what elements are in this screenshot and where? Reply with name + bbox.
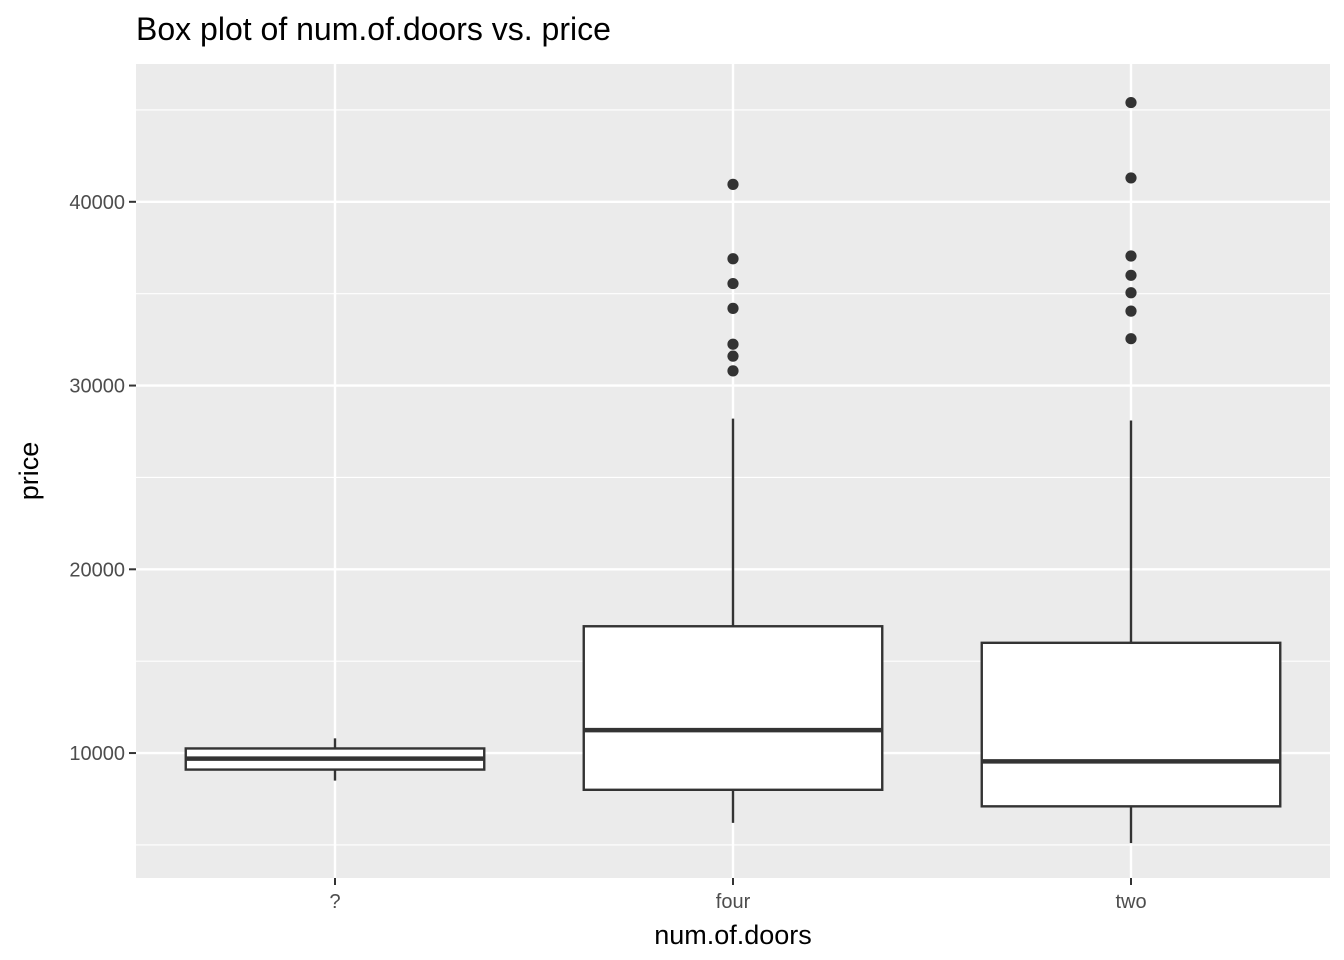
boxes-layer [184, 96, 1282, 844]
y-tick-label: 40000 [69, 192, 125, 214]
outlier-point [727, 365, 739, 377]
y-tick-label: 20000 [69, 559, 125, 581]
outlier-point [727, 253, 739, 265]
y-axis: 10000 20000 30000 40000 [69, 192, 136, 765]
chart-title: Box plot of num.of.doors vs. price [136, 11, 611, 47]
outlier-point [727, 338, 739, 350]
x-axis-title: num.of.doors [654, 920, 812, 950]
y-tick-label: 30000 [69, 376, 125, 398]
outlier-point [727, 302, 739, 314]
outlier-point [1125, 250, 1137, 262]
box-four [582, 178, 884, 823]
outlier-point [1125, 172, 1137, 184]
x-tick-label: two [1115, 891, 1146, 913]
x-axis: ? four two [329, 878, 1147, 913]
outlier-point [1125, 269, 1137, 281]
outlier-point [727, 277, 739, 290]
y-tick-label: 10000 [69, 743, 125, 765]
box-two [980, 96, 1282, 844]
outlier-point [727, 178, 739, 190]
outlier-point [1125, 333, 1137, 345]
x-tick-label: four [716, 891, 751, 913]
box-unknown [184, 738, 486, 781]
outlier-point [1125, 287, 1137, 299]
box-iqr [582, 625, 884, 792]
outlier-point [727, 350, 739, 362]
box-iqr [980, 641, 1282, 808]
y-axis-title: price [14, 442, 44, 501]
outlier-point [1125, 305, 1137, 317]
outlier-point [1125, 96, 1137, 109]
x-tick-label: ? [329, 891, 340, 913]
